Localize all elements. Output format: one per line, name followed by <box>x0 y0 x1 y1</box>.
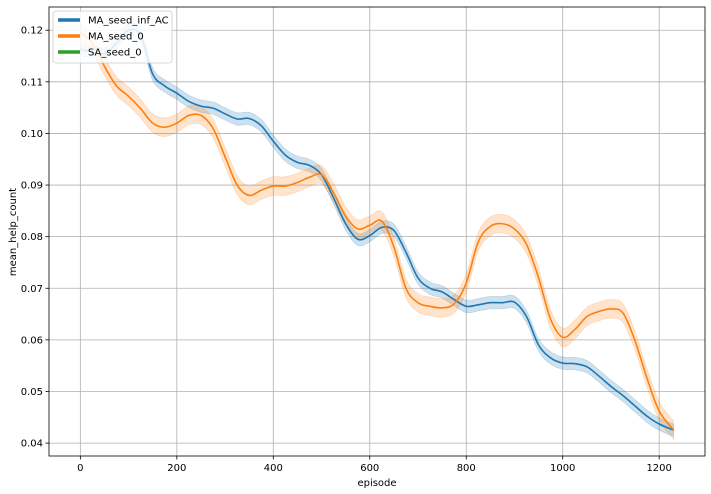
x-tick-label: 0 <box>77 463 83 474</box>
x-tick-label: 800 <box>457 463 476 474</box>
y-axis: 0.04 0.05 0.06 0.07 0.08 0.09 0.10 0.11 0.12 <box>21 26 49 450</box>
y-tick-label: 0.04 <box>21 439 43 450</box>
x-tick-label: 600 <box>360 463 379 474</box>
line-series-1 <box>79 32 675 431</box>
legend-label: SA_seed_0 <box>88 48 142 59</box>
line-series-0 <box>80 28 674 431</box>
y-tick-label: 0.09 <box>21 181 43 192</box>
series-lines <box>79 28 675 431</box>
x-axis: 0 200 400 600 800 1000 1200 <box>77 456 672 474</box>
y-tick-label: 0.11 <box>21 77 43 88</box>
legend-label: MA_seed_inf_AC <box>88 16 169 27</box>
x-tick-label: 1000 <box>550 463 575 474</box>
grid <box>49 7 705 456</box>
y-tick-label: 0.10 <box>21 129 43 140</box>
x-tick-label: 200 <box>167 463 186 474</box>
y-tick-label: 0.06 <box>21 335 43 346</box>
x-axis-title: episode <box>357 478 396 489</box>
legend-box <box>52 10 173 64</box>
legend-label: MA_seed_0 <box>88 32 144 43</box>
plot-frame <box>48 6 706 457</box>
x-tick-label: 400 <box>264 463 283 474</box>
x-tick-label: 1200 <box>646 463 671 474</box>
y-axis-title: mean_help_count <box>8 188 19 276</box>
y-tick-label: 0.12 <box>21 26 43 37</box>
y-tick-label: 0.08 <box>21 232 43 243</box>
band-series-1 <box>80 22 674 441</box>
y-tick-label: 0.05 <box>21 387 43 398</box>
y-tick-label: 0.07 <box>21 284 43 295</box>
legend: MA_seed_inf_AC MA_seed_0 SA_seed_0 <box>52 10 173 64</box>
